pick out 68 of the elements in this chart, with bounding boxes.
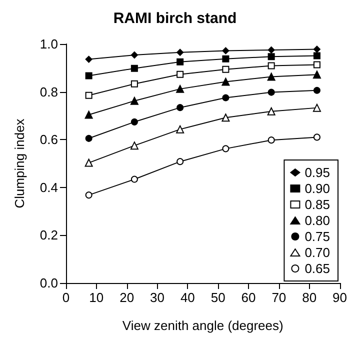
point: [85, 72, 92, 80]
point: [313, 52, 320, 60]
point: [130, 96, 138, 105]
point: [176, 125, 184, 134]
legend-label: 0.90: [304, 181, 330, 196]
point: [268, 46, 275, 54]
point: [176, 70, 184, 78]
x-axis-title: View zenith angle (degrees): [122, 318, 284, 333]
chart-title: RAMI birch stand: [113, 10, 237, 27]
point: [222, 66, 230, 73]
point: [313, 61, 320, 68]
y-axis-title: Clumping index: [12, 118, 27, 208]
point: [268, 136, 275, 144]
legend-label: 0.70: [304, 245, 330, 260]
point: [85, 56, 92, 63]
y-tick-label: 1.0: [40, 36, 58, 52]
point: [85, 192, 92, 199]
point: [222, 78, 230, 86]
point: [268, 53, 275, 60]
x-tick-label: 20: [120, 290, 134, 305]
point: [130, 176, 138, 183]
point: [130, 118, 138, 126]
y-tick-label: 0.8: [40, 84, 58, 100]
point: [130, 80, 138, 88]
x-tick-label: 60: [241, 290, 256, 305]
point: [268, 62, 275, 70]
y-tick-label: 0.0: [40, 276, 58, 290]
x-tick-label: 0: [62, 290, 70, 305]
point: [312, 70, 321, 79]
x-tick-label: 90: [332, 290, 348, 305]
point: [267, 72, 276, 81]
x-tick-label: 30: [150, 290, 164, 305]
point: [176, 48, 184, 56]
point: [312, 104, 321, 112]
point: [222, 55, 230, 62]
point: [222, 47, 230, 54]
point: [313, 46, 320, 53]
legend-label: 0.65: [304, 261, 330, 276]
point: [222, 145, 230, 152]
point: [84, 110, 93, 119]
point: [85, 92, 92, 99]
point: [313, 86, 320, 94]
x-tick-label: 70: [272, 290, 286, 305]
x-tick-label: 50: [210, 290, 226, 305]
legend-label: 0.95: [304, 165, 330, 180]
point: [222, 114, 230, 122]
point: [267, 107, 276, 116]
point: [176, 158, 184, 166]
y-tick-label: 0.6: [40, 132, 58, 148]
legend-label: 0.80: [304, 213, 330, 228]
point: [176, 104, 184, 112]
point: [130, 64, 138, 72]
legend-label: 0.75: [304, 229, 330, 244]
x-tick-label: 10: [89, 290, 104, 305]
point: [268, 88, 275, 96]
point: [85, 134, 92, 142]
point: [176, 84, 184, 93]
point: [84, 158, 93, 167]
legend-label: 0.85: [304, 197, 330, 212]
y-tick-label: 0.2: [40, 228, 58, 243]
x-tick-label: 80: [302, 290, 317, 305]
point: [176, 58, 184, 66]
point: [130, 142, 138, 150]
point: [313, 134, 320, 141]
point: [222, 94, 230, 102]
x-tick-label: 40: [180, 290, 195, 305]
point: [130, 51, 138, 58]
y-tick-label: 0.4: [40, 180, 58, 195]
